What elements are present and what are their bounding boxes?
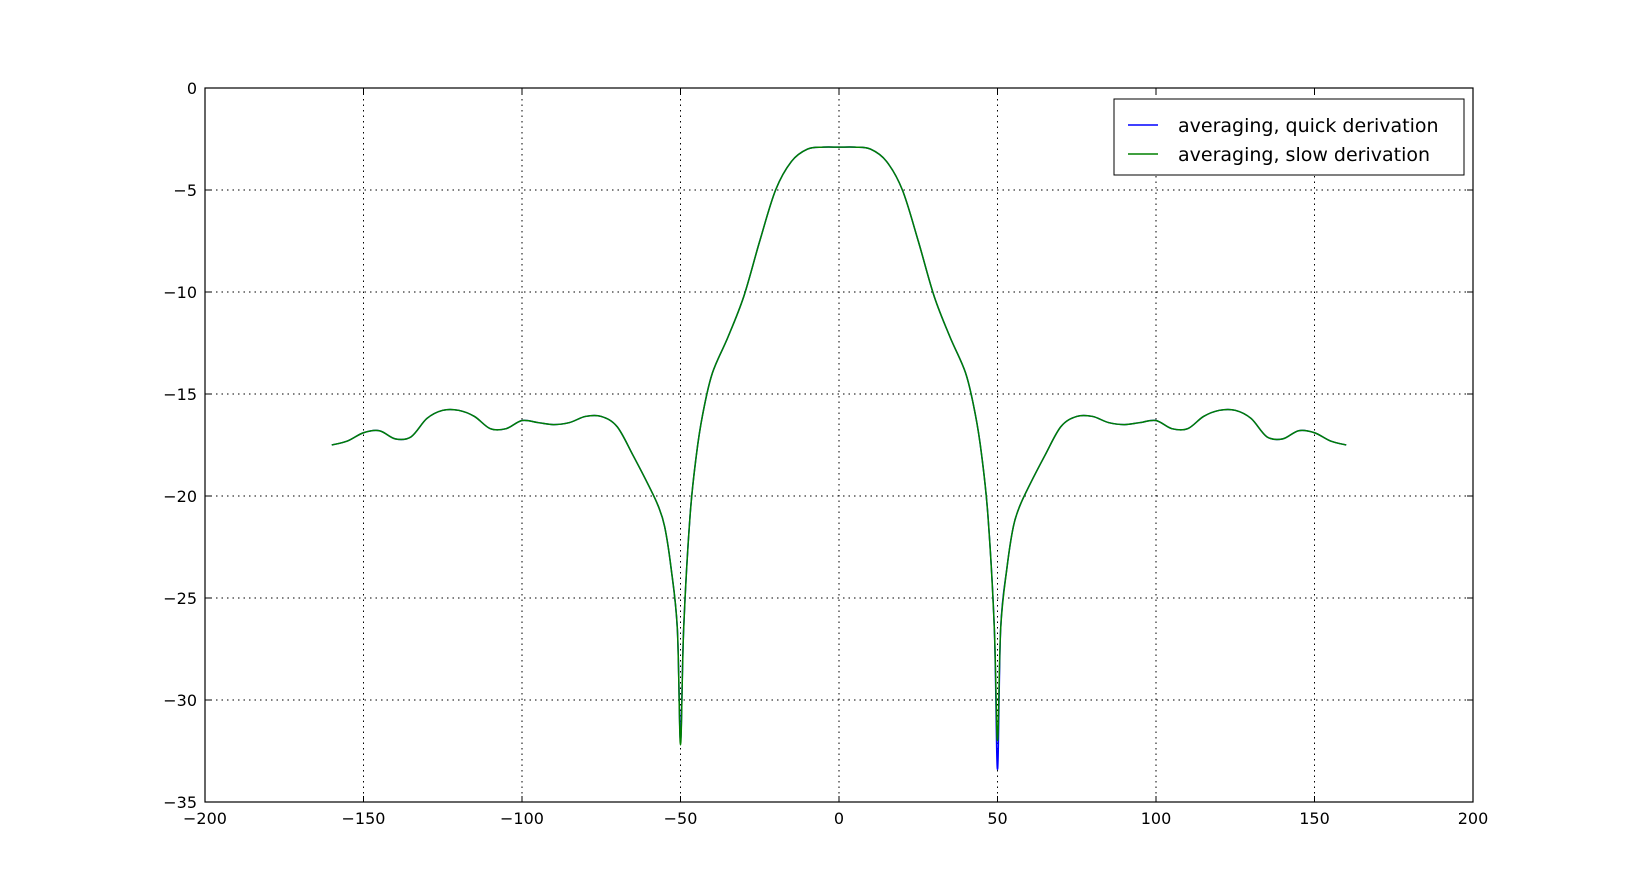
legend: averaging, quick derivation averaging, sl… [1113, 98, 1465, 176]
legend-label: averaging, quick derivation [1178, 115, 1439, 137]
x-tick-label: −200 [183, 809, 227, 828]
y-tick-label: −35 [163, 793, 197, 812]
x-tick-label: 200 [1458, 809, 1489, 828]
plot-area [205, 88, 1473, 802]
y-tick-label: −20 [163, 487, 197, 506]
y-tick-label: 0 [187, 79, 197, 98]
x-tick-label: −50 [664, 809, 698, 828]
axis-ticks: −200 −150 −100 −50 0 50 100 150 200 0 −5 −10 −15 −20 −… [163, 79, 1488, 828]
x-tick-label: 0 [834, 809, 844, 828]
grid [205, 88, 1473, 802]
series-line-2 [331, 146, 1347, 746]
legend-box [1113, 98, 1465, 176]
y-tick-label: −30 [163, 691, 197, 710]
x-tick-label: 150 [1299, 809, 1330, 828]
series-lines [331, 146, 1347, 771]
legend-label: averaging, slow derivation [1178, 144, 1430, 166]
y-tick-label: −15 [163, 385, 197, 404]
x-tick-label: 50 [987, 809, 1007, 828]
x-tick-label: 100 [1141, 809, 1172, 828]
y-tick-label: −10 [163, 283, 197, 302]
x-tick-label: −150 [342, 809, 386, 828]
y-tick-label: −25 [163, 589, 197, 608]
x-tick-label: −100 [500, 809, 544, 828]
y-tick-label: −5 [173, 181, 197, 200]
